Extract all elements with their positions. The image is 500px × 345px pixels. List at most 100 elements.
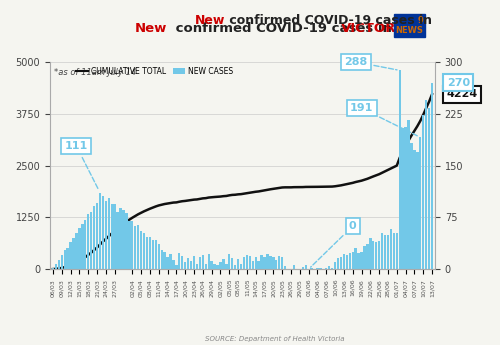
Bar <box>104 201 107 269</box>
Bar <box>375 241 378 269</box>
Bar <box>372 241 374 269</box>
Bar <box>143 233 145 269</box>
Text: SOURCE: Department of Health Victoria: SOURCE: Department of Health Victoria <box>206 335 345 342</box>
Bar <box>81 224 84 269</box>
Bar <box>166 257 168 269</box>
Bar <box>337 258 339 269</box>
Bar <box>352 252 354 269</box>
Bar <box>419 137 422 269</box>
Bar <box>258 261 260 269</box>
Bar <box>346 255 348 269</box>
Bar <box>164 252 166 269</box>
Bar <box>240 264 242 269</box>
Bar <box>110 204 113 269</box>
Bar <box>152 240 154 269</box>
Text: confirmed COVID-19 cases in: confirmed COVID-19 cases in <box>172 22 397 35</box>
Bar <box>384 235 386 269</box>
Bar <box>431 83 433 269</box>
Bar <box>378 241 380 269</box>
Legend: CUMULATIVE TOTAL, NEW CASES: CUMULATIVE TOTAL, NEW CASES <box>73 64 236 79</box>
Bar <box>340 257 342 269</box>
Bar <box>148 237 151 269</box>
Text: 9
NEWS: 9 NEWS <box>396 16 423 35</box>
Bar <box>342 254 345 269</box>
Bar <box>184 262 186 269</box>
Bar <box>364 246 366 269</box>
Bar <box>220 262 222 269</box>
Bar <box>231 258 234 269</box>
Bar <box>128 221 130 269</box>
Bar <box>390 229 392 269</box>
Bar <box>131 221 134 269</box>
Bar <box>278 256 280 269</box>
Bar <box>316 268 318 269</box>
Bar <box>398 70 401 269</box>
Bar <box>114 204 116 269</box>
Bar <box>281 257 283 269</box>
Bar <box>60 255 63 269</box>
Bar <box>408 120 410 269</box>
Bar <box>264 257 266 269</box>
Bar <box>360 252 362 269</box>
Bar <box>84 220 86 269</box>
Bar <box>76 233 78 269</box>
Bar <box>72 238 74 269</box>
Bar <box>319 268 322 269</box>
Bar <box>416 152 418 269</box>
Bar <box>425 100 428 269</box>
Bar <box>210 261 213 269</box>
Bar <box>137 225 140 269</box>
Bar <box>266 254 268 269</box>
Bar <box>102 196 104 269</box>
Bar <box>272 257 274 269</box>
Bar <box>358 253 360 269</box>
Bar <box>369 238 372 269</box>
Bar <box>392 233 395 269</box>
Bar <box>325 268 328 269</box>
Bar <box>178 253 180 269</box>
Bar <box>52 268 54 269</box>
Bar <box>214 264 216 269</box>
Bar <box>243 257 245 269</box>
Bar <box>422 115 424 269</box>
Text: 288: 288 <box>344 57 397 70</box>
Bar <box>396 233 398 269</box>
Bar <box>64 250 66 269</box>
Bar <box>234 265 236 269</box>
Bar <box>146 237 148 269</box>
Bar <box>428 108 430 269</box>
Text: 111: 111 <box>65 141 98 190</box>
Text: 4224: 4224 <box>447 89 478 99</box>
Bar <box>122 210 124 269</box>
Text: New: New <box>134 22 167 35</box>
Text: VICTORIA: VICTORIA <box>340 22 411 35</box>
Bar <box>402 128 404 269</box>
Bar <box>202 255 204 269</box>
Bar <box>96 203 98 269</box>
Bar <box>293 265 295 269</box>
Bar <box>160 250 163 269</box>
Bar <box>134 226 136 269</box>
Bar <box>54 264 57 269</box>
Bar <box>410 143 412 269</box>
Bar <box>108 198 110 269</box>
Bar <box>140 231 142 269</box>
Bar <box>387 235 389 269</box>
Bar <box>404 127 407 269</box>
Bar <box>99 193 101 269</box>
Bar <box>154 240 157 269</box>
Bar <box>246 255 248 269</box>
Bar <box>87 214 90 269</box>
Bar <box>414 150 416 269</box>
Text: confirmed COVID-19 cases in: confirmed COVID-19 cases in <box>225 14 436 27</box>
Bar <box>252 261 254 269</box>
Bar <box>198 257 201 269</box>
Bar <box>310 268 312 269</box>
Bar <box>170 254 172 269</box>
Bar <box>348 253 351 269</box>
Bar <box>175 265 178 269</box>
Text: 191: 191 <box>350 103 418 136</box>
Bar <box>334 262 336 269</box>
Bar <box>125 213 128 269</box>
Bar <box>302 267 304 269</box>
